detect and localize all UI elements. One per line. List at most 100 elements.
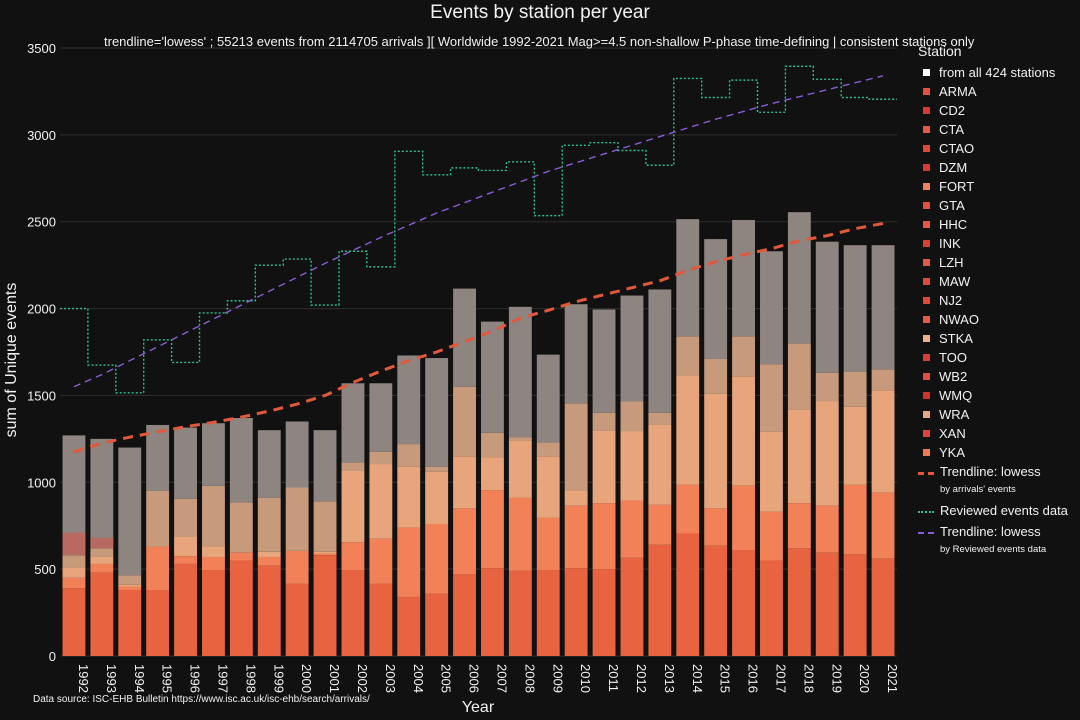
bar-segment[interactable]: [843, 371, 867, 407]
bar-segment[interactable]: [397, 355, 421, 445]
bar-segment[interactable]: [592, 503, 616, 570]
bar-segment[interactable]: [536, 517, 560, 571]
bar-segment[interactable]: [369, 383, 393, 452]
bar-segment[interactable]: [871, 558, 895, 656]
legend-item-station[interactable]: STKA: [918, 329, 1078, 348]
bar-segment[interactable]: [257, 430, 281, 498]
bar-segment[interactable]: [620, 431, 644, 501]
bar-segment[interactable]: [202, 570, 225, 656]
bar-segment[interactable]: [425, 593, 449, 656]
bar-segment[interactable]: [760, 251, 783, 365]
bar-segment[interactable]: [285, 487, 309, 551]
bar-segment[interactable]: [257, 497, 281, 552]
legend-item-station[interactable]: CTA: [918, 120, 1078, 139]
bar-segment[interactable]: [620, 401, 644, 432]
bar-segment[interactable]: [146, 424, 170, 491]
bar-segment[interactable]: [787, 409, 811, 504]
bar-segment[interactable]: [285, 421, 309, 488]
bar-segment[interactable]: [732, 219, 755, 337]
bar-segment[interactable]: [341, 542, 365, 571]
bar-segment[interactable]: [676, 484, 700, 534]
legend-item-station[interactable]: CTAO: [918, 139, 1078, 158]
bar-segment[interactable]: [90, 438, 114, 549]
bar-segment[interactable]: [453, 456, 476, 509]
bar-segment[interactable]: [62, 532, 86, 556]
bar-segment[interactable]: [341, 462, 365, 471]
legend-item-station[interactable]: LZH: [918, 253, 1078, 272]
legend-item-station[interactable]: INK: [918, 234, 1078, 253]
bar-segment[interactable]: [648, 412, 672, 425]
bar-segment[interactable]: [620, 295, 644, 402]
legend-item-station[interactable]: NJ2: [918, 291, 1078, 310]
legend-item-station[interactable]: WB2: [918, 367, 1078, 386]
bar-segment[interactable]: [90, 572, 114, 656]
legend-item-station[interactable]: ARMA: [918, 82, 1078, 101]
bar-segment[interactable]: [229, 418, 253, 503]
bar-segment[interactable]: [146, 589, 170, 656]
legend-item-station[interactable]: WRA: [918, 405, 1078, 424]
legend-item-station[interactable]: YKA: [918, 443, 1078, 462]
bar-segment[interactable]: [592, 309, 616, 413]
bar-segment[interactable]: [453, 288, 476, 387]
bar-segment[interactable]: [257, 551, 281, 557]
bar-segment[interactable]: [397, 596, 421, 656]
bar-segment[interactable]: [425, 471, 449, 524]
legend-item-station[interactable]: GTA: [918, 196, 1078, 215]
bar-segment[interactable]: [620, 557, 644, 656]
bar-segment[interactable]: [760, 364, 783, 432]
bar-segment[interactable]: [369, 451, 393, 465]
bar-segment[interactable]: [202, 423, 225, 486]
bar-segment[interactable]: [341, 383, 365, 463]
bar-segment[interactable]: [90, 556, 114, 564]
bar-segment[interactable]: [202, 546, 225, 557]
bar-segment[interactable]: [676, 533, 700, 656]
bar-segment[interactable]: [787, 503, 811, 549]
bar-segment[interactable]: [285, 550, 309, 584]
series-line[interactable]: [73, 221, 884, 454]
bar-segment[interactable]: [815, 401, 839, 506]
bar-segment[interactable]: [704, 358, 728, 394]
bar-segment[interactable]: [481, 490, 504, 569]
legend-item-reviewed-events[interactable]: Reviewed events data: [918, 503, 1078, 518]
bar-segment[interactable]: [871, 245, 895, 370]
bar-segment[interactable]: [648, 424, 672, 505]
bar-segment[interactable]: [146, 490, 170, 547]
bar-segment[interactable]: [174, 498, 197, 538]
bar-segment[interactable]: [564, 304, 588, 404]
bar-segment[interactable]: [146, 546, 170, 590]
bar-segment[interactable]: [90, 537, 114, 549]
bar-segment[interactable]: [425, 466, 449, 472]
bar-segment[interactable]: [118, 447, 142, 576]
bar-segment[interactable]: [174, 537, 197, 557]
bar-segment[interactable]: [760, 431, 783, 512]
bar-segment[interactable]: [564, 490, 588, 506]
legend-item-station[interactable]: NWAO: [918, 310, 1078, 329]
bar-segment[interactable]: [676, 219, 700, 337]
bar-segment[interactable]: [787, 548, 811, 656]
bar-segment[interactable]: [118, 575, 142, 585]
bar-segment[interactable]: [760, 511, 783, 561]
bar-segment[interactable]: [481, 568, 504, 656]
bar-segment[interactable]: [704, 508, 728, 546]
bar-segment[interactable]: [453, 574, 476, 656]
legend-item-station[interactable]: DZM: [918, 158, 1078, 177]
bar-segment[interactable]: [704, 393, 728, 509]
bar-segment[interactable]: [620, 500, 644, 558]
bar-segment[interactable]: [313, 501, 337, 552]
bar-segment[interactable]: [453, 386, 476, 457]
bar-segment[interactable]: [453, 508, 476, 575]
bar-segment[interactable]: [397, 527, 421, 597]
legend-item-station[interactable]: CD2: [918, 101, 1078, 120]
bar-segment[interactable]: [732, 376, 755, 486]
bar-segment[interactable]: [313, 430, 337, 502]
bar-segment[interactable]: [592, 412, 616, 431]
bar-segment[interactable]: [815, 372, 839, 402]
bar-segment[interactable]: [425, 358, 449, 467]
bar-segment[interactable]: [871, 369, 895, 391]
bar-segment[interactable]: [564, 403, 588, 491]
legend-item-station[interactable]: from all 424 stations: [918, 63, 1078, 82]
legend-item-station[interactable]: HHC: [918, 215, 1078, 234]
bar-segment[interactable]: [397, 466, 421, 528]
bar-segment[interactable]: [704, 545, 728, 656]
bar-segment[interactable]: [592, 430, 616, 504]
